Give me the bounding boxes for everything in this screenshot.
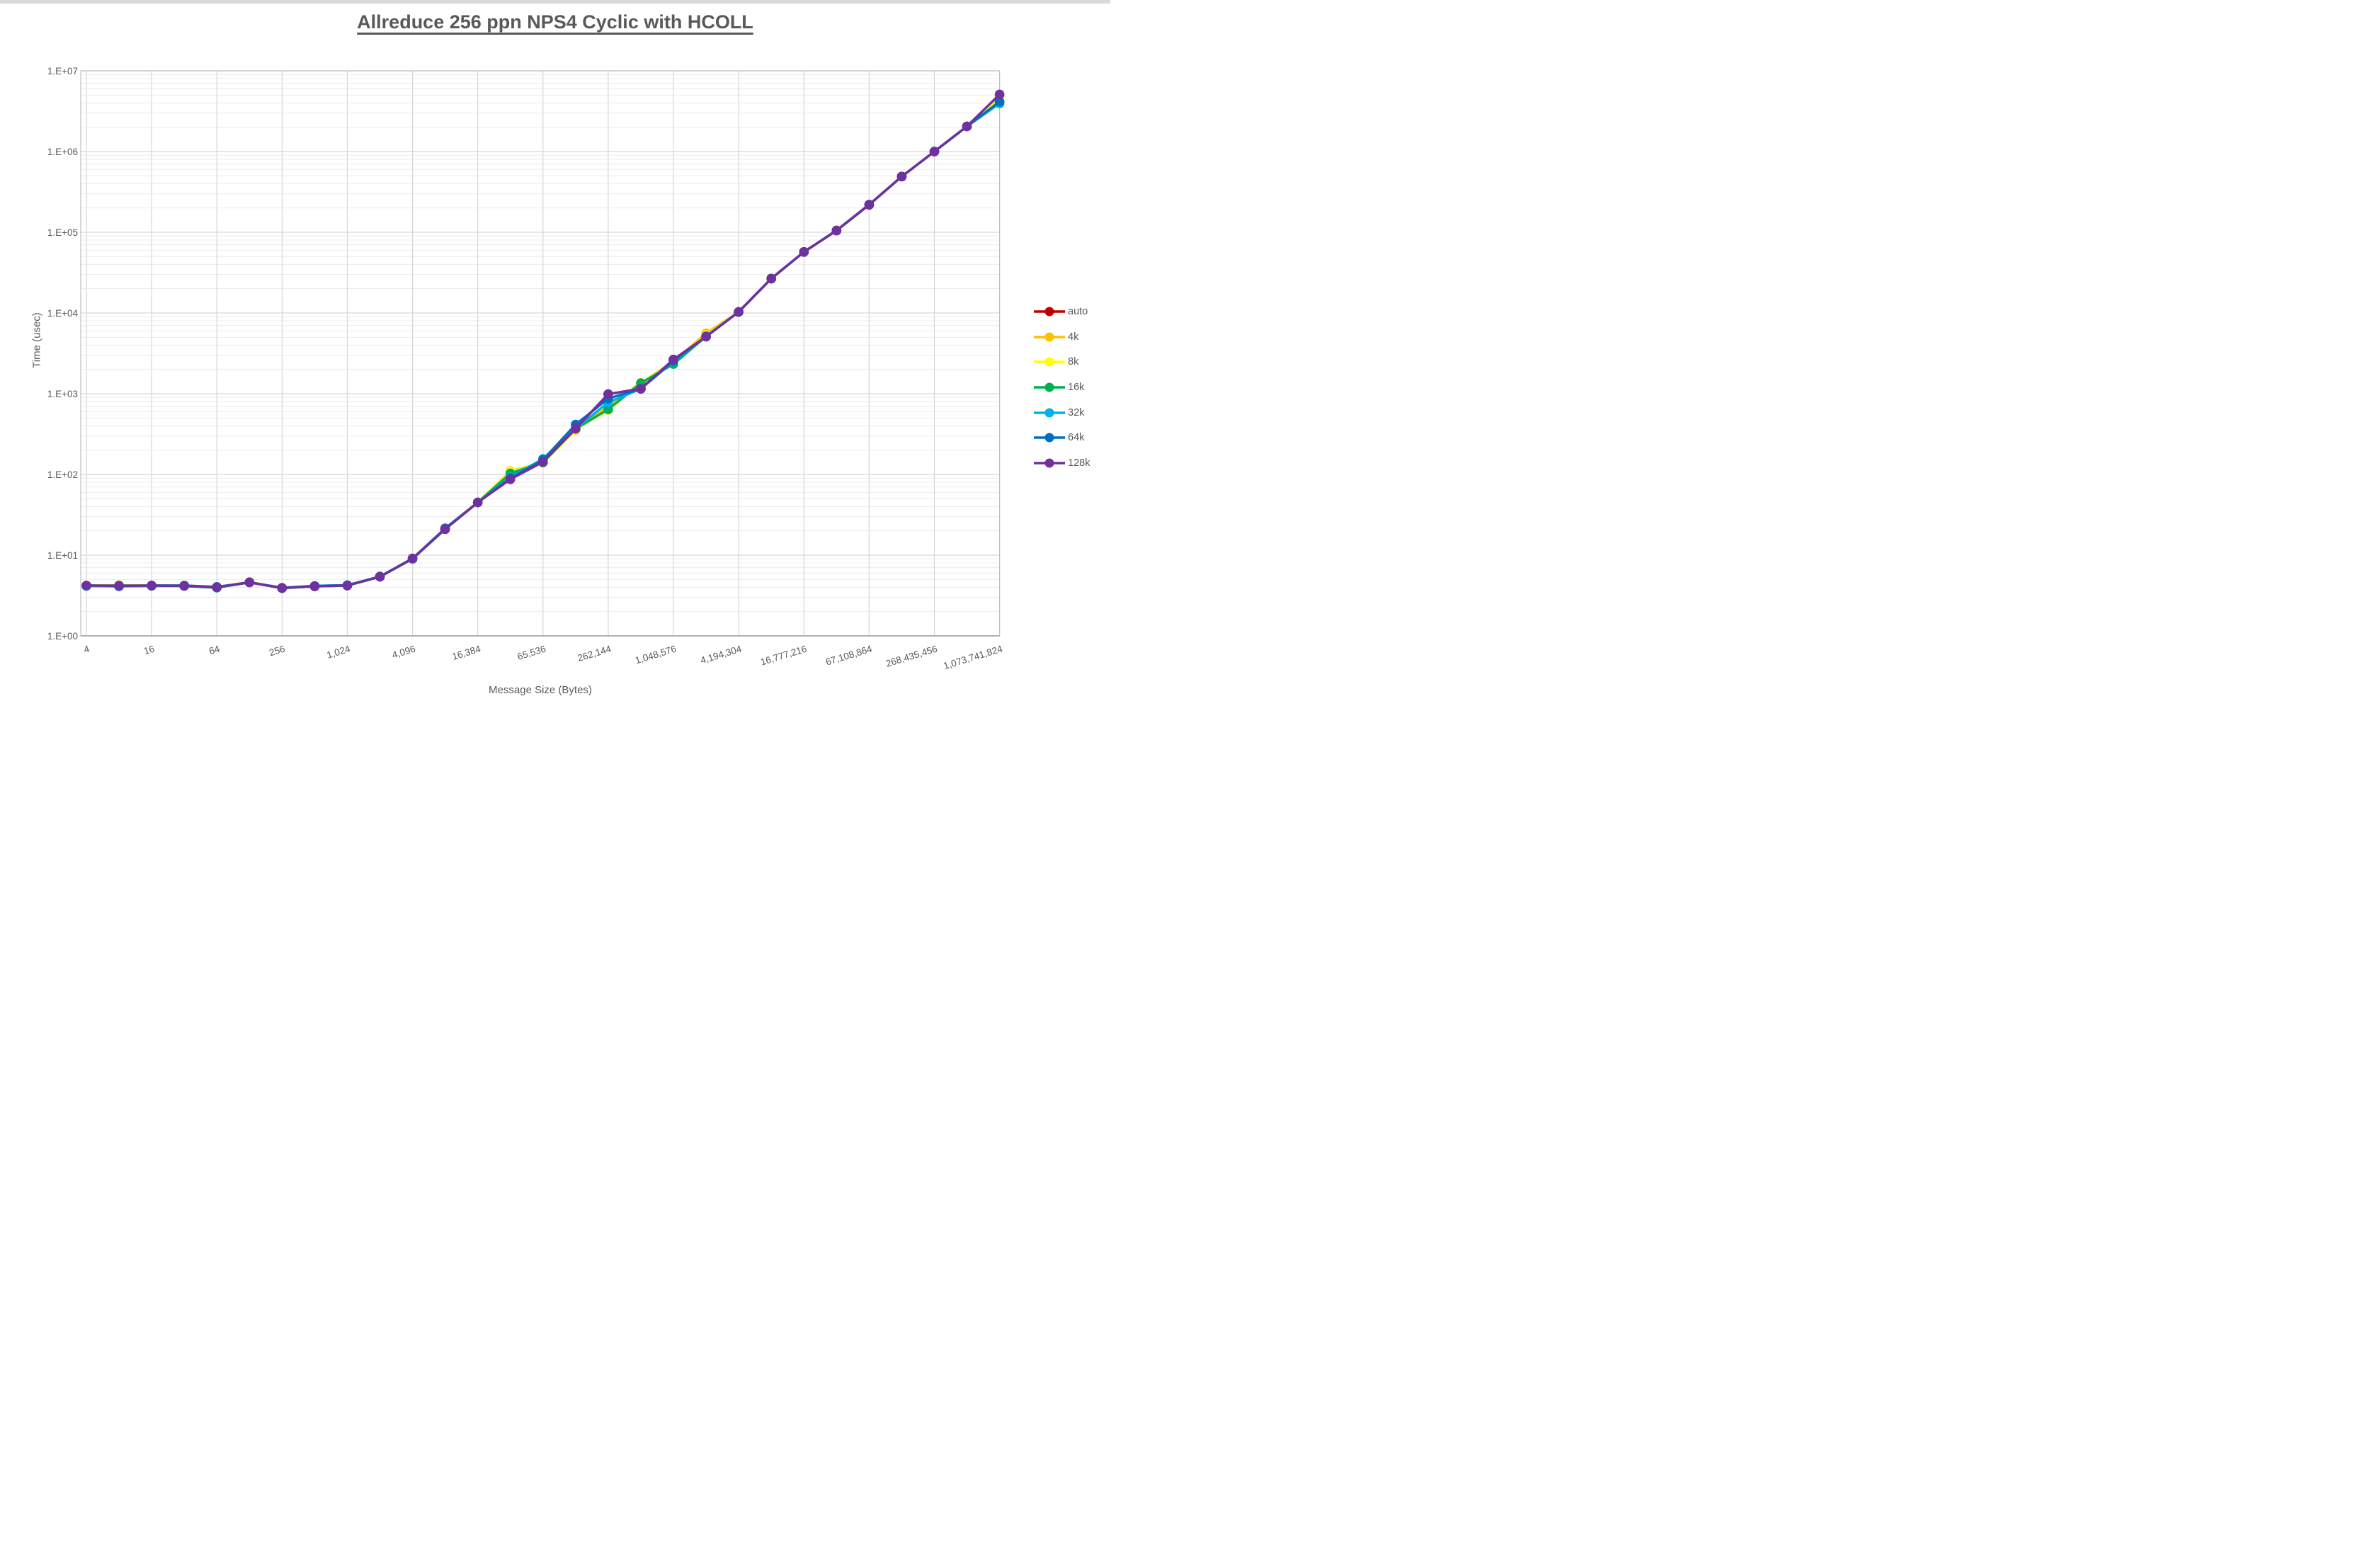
data-point-128k: [309, 581, 320, 591]
x-tick-label: 16: [142, 644, 156, 657]
legend-label-64k: 64k: [1068, 432, 1085, 444]
legend-marker-16k: [1034, 382, 1065, 392]
data-point-128k: [701, 331, 711, 342]
legend-label-8k: 8k: [1068, 356, 1079, 368]
data-point-128k: [896, 171, 907, 182]
data-point-128k: [538, 457, 548, 467]
legend-marker-64k: [1034, 433, 1065, 443]
legend-label-4k: 4k: [1068, 331, 1079, 343]
legend-marker-8k: [1034, 357, 1065, 367]
legend-label-auto: auto: [1068, 305, 1088, 317]
data-point-128k: [179, 581, 189, 591]
y-tick-label: 1.E+07: [47, 66, 78, 76]
chart-page: { "page": { "title": "Allreduce 256 ppn …: [0, 0, 1110, 725]
chart-title: Allreduce 256 ppn NPS4 Cyclic with HCOLL: [357, 11, 753, 33]
legend-label-16k: 16k: [1068, 381, 1085, 393]
data-point-128k: [929, 147, 940, 156]
x-tick-label: 1,024: [326, 643, 352, 660]
x-tick-label: 16,384: [451, 643, 482, 662]
legend-marker-32k: [1034, 408, 1065, 418]
y-tick-label: 1.E+00: [47, 631, 78, 642]
data-point-128k: [799, 247, 809, 257]
data-point-128k: [212, 582, 222, 593]
x-tick-label: 16,777,216: [759, 644, 808, 668]
chart-plot-area: 1.E+00 1.E+01 1.E+02 1.E+03 1.E+04 1.E+05 1.E+…: [47, 66, 1005, 671]
data-point-128k: [440, 524, 450, 535]
data-point-128k: [147, 581, 156, 591]
legend-item-8k: 8k: [1033, 349, 1090, 375]
x-tick-label: 4,194,304: [699, 643, 743, 666]
x-tick-label: 67,108,864: [824, 643, 873, 667]
legend-label-32k: 32k: [1068, 406, 1085, 418]
window-top-strip: [0, 0, 1110, 4]
data-point-128k: [472, 497, 483, 508]
x-tick-label: 1,073,741,824: [943, 643, 1004, 671]
y-tick-label: 1.E+03: [47, 389, 78, 399]
legend-item-16k: 16k: [1033, 375, 1090, 400]
data-point-128k: [668, 354, 678, 365]
x-tick-label: 64: [207, 643, 221, 656]
x-tick-label: 4,096: [391, 644, 417, 661]
data-point-128k: [994, 89, 1005, 100]
legend-item-128k: 128k: [1033, 450, 1090, 476]
legend-marker-128k: [1034, 458, 1065, 468]
x-tick-label: 256: [268, 644, 286, 659]
legend: auto 4k 8k 16k 32k 64k 128k: [1033, 299, 1090, 476]
y-tick-label: 1.E+05: [47, 227, 78, 238]
y-tick-label: 1.E+02: [47, 469, 78, 480]
data-point-128k: [244, 577, 255, 588]
data-point-128k: [766, 273, 776, 284]
data-point-128k: [962, 121, 972, 132]
legend-item-auto: auto: [1033, 299, 1090, 324]
y-tick-label: 1.E+01: [47, 550, 78, 561]
data-point-128k: [407, 553, 418, 564]
data-point-128k: [81, 581, 91, 591]
data-point-64k: [994, 96, 1005, 107]
x-tick-label: 268,435,456: [884, 644, 938, 669]
x-tick-label: 4: [82, 643, 91, 655]
legend-marker-4k: [1034, 332, 1065, 342]
data-point-128k: [571, 423, 581, 434]
x-tick-label: 1,048,576: [634, 644, 678, 666]
x-tick-label: 262,144: [576, 643, 613, 663]
data-point-128k: [734, 307, 744, 317]
x-axis-title: Message Size (Bytes): [489, 684, 592, 696]
data-point-16k: [603, 404, 613, 414]
x-tick-label: 65,536: [516, 644, 547, 662]
data-point-128k: [342, 581, 353, 591]
legend-item-4k: 4k: [1033, 324, 1090, 350]
legend-item-64k: 64k: [1033, 425, 1090, 450]
data-point-128k: [114, 581, 124, 591]
legend-item-32k: 32k: [1033, 400, 1090, 426]
data-point-128k: [864, 200, 875, 210]
legend-marker-auto: [1034, 307, 1065, 317]
legend-label-128k: 128k: [1068, 457, 1091, 469]
data-point-128k: [277, 583, 287, 593]
data-point-128k: [636, 384, 646, 394]
data-point-128k: [603, 389, 613, 399]
y-tick-label: 1.E+06: [47, 147, 78, 157]
data-point-128k: [505, 474, 516, 484]
data-point-128k: [375, 571, 385, 582]
data-point-128k: [831, 225, 842, 236]
y-tick-label: 1.E+04: [47, 308, 79, 319]
